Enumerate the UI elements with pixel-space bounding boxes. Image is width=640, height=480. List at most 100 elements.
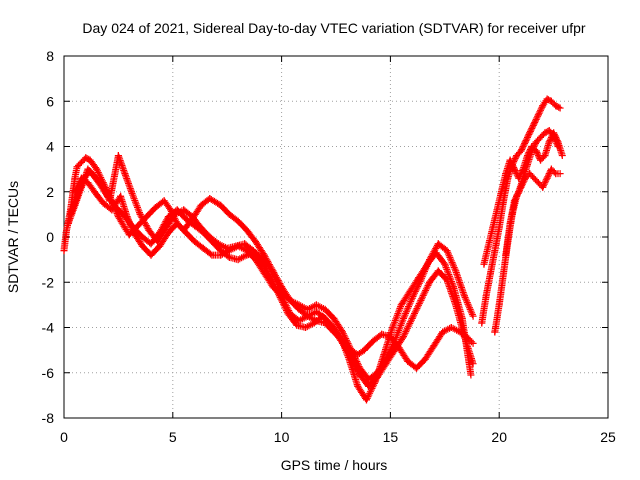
data-point bbox=[528, 147, 536, 155]
data-point bbox=[147, 251, 155, 259]
data-point bbox=[434, 267, 442, 275]
data-point bbox=[423, 260, 431, 268]
series-trace-b bbox=[67, 167, 477, 384]
data-point bbox=[469, 339, 477, 347]
data-point bbox=[130, 228, 138, 236]
data-point bbox=[497, 188, 505, 196]
data-point bbox=[106, 197, 114, 205]
data-point bbox=[197, 201, 205, 209]
data-point bbox=[267, 274, 275, 282]
data-point bbox=[417, 296, 425, 304]
y-tick-label: -4 bbox=[42, 320, 55, 336]
data-point bbox=[82, 154, 90, 162]
data-point bbox=[145, 226, 153, 234]
data-point bbox=[73, 163, 81, 171]
data-point bbox=[432, 249, 440, 257]
data-point bbox=[312, 308, 320, 316]
data-point bbox=[408, 314, 416, 322]
data-point bbox=[547, 97, 555, 105]
data-point bbox=[191, 238, 199, 246]
data-point bbox=[117, 192, 125, 200]
data-point bbox=[345, 355, 353, 363]
data-point bbox=[495, 224, 503, 232]
data-point bbox=[493, 206, 501, 214]
data-point bbox=[249, 247, 257, 255]
data-point bbox=[199, 244, 207, 252]
data-point bbox=[62, 228, 70, 236]
data-point bbox=[121, 170, 129, 178]
data-point bbox=[426, 278, 434, 286]
data-point bbox=[406, 287, 414, 295]
data-point bbox=[108, 206, 116, 214]
data-point bbox=[556, 170, 564, 178]
data-point bbox=[208, 251, 216, 259]
data-point bbox=[519, 174, 527, 182]
data-point bbox=[482, 292, 490, 300]
axis-ticks: 0 5 10 15 20 25 -8 -6 -4 -2 0 2 4 6 8 bbox=[42, 48, 616, 445]
data-point bbox=[460, 292, 468, 300]
x-tick-label: 25 bbox=[600, 429, 616, 445]
data-point bbox=[391, 337, 399, 345]
data-point bbox=[534, 179, 542, 187]
data-point bbox=[502, 170, 510, 178]
data-point bbox=[275, 292, 283, 300]
x-tick-label: 20 bbox=[491, 429, 507, 445]
x-tick-label: 5 bbox=[169, 429, 177, 445]
chart-title: Day 024 of 2021, Sidereal Day-to-day VTE… bbox=[82, 20, 586, 36]
data-point bbox=[506, 156, 514, 164]
data-point bbox=[154, 238, 162, 246]
data-point bbox=[64, 219, 72, 227]
data-point bbox=[526, 129, 534, 137]
data-point bbox=[556, 104, 564, 112]
data-point bbox=[151, 204, 159, 212]
data-point bbox=[530, 120, 538, 128]
data-point bbox=[156, 242, 164, 250]
data-point bbox=[404, 357, 412, 365]
data-point bbox=[60, 247, 68, 255]
data-point bbox=[223, 244, 231, 252]
data-point bbox=[336, 333, 344, 341]
data-point bbox=[397, 301, 405, 309]
data-point bbox=[539, 183, 547, 191]
data-points bbox=[60, 95, 566, 404]
data-point bbox=[354, 382, 362, 390]
data-point bbox=[447, 324, 455, 331]
data-point bbox=[452, 267, 460, 275]
x-tick-label: 0 bbox=[60, 429, 68, 445]
series-markers bbox=[67, 167, 476, 383]
data-point bbox=[439, 328, 447, 336]
data-point bbox=[243, 226, 251, 234]
y-tick-label: 4 bbox=[46, 139, 54, 155]
data-point bbox=[304, 312, 312, 320]
data-point bbox=[530, 174, 538, 182]
data-point bbox=[295, 301, 303, 309]
data-point bbox=[510, 165, 518, 173]
data-point bbox=[206, 195, 214, 203]
data-point bbox=[147, 240, 155, 248]
data-point bbox=[550, 131, 558, 139]
data-point bbox=[171, 210, 179, 218]
data-point bbox=[489, 224, 497, 232]
data-point bbox=[134, 222, 142, 230]
data-point bbox=[421, 355, 429, 363]
data-point bbox=[391, 346, 399, 354]
data-point bbox=[480, 260, 488, 268]
data-point bbox=[380, 351, 388, 359]
data-point bbox=[415, 274, 423, 282]
data-point bbox=[443, 247, 451, 255]
data-point bbox=[160, 197, 168, 205]
data-point bbox=[534, 111, 542, 119]
data-point bbox=[545, 127, 553, 135]
data-point bbox=[319, 312, 327, 320]
data-point bbox=[182, 228, 190, 236]
data-point bbox=[293, 321, 301, 329]
data-point bbox=[310, 319, 318, 327]
data-point bbox=[77, 158, 85, 166]
data-point bbox=[521, 138, 529, 146]
data-point bbox=[537, 133, 545, 141]
data-point bbox=[114, 213, 122, 221]
data-point bbox=[99, 199, 107, 207]
data-point bbox=[543, 174, 551, 182]
data-point bbox=[251, 238, 259, 246]
data-point bbox=[138, 233, 146, 241]
